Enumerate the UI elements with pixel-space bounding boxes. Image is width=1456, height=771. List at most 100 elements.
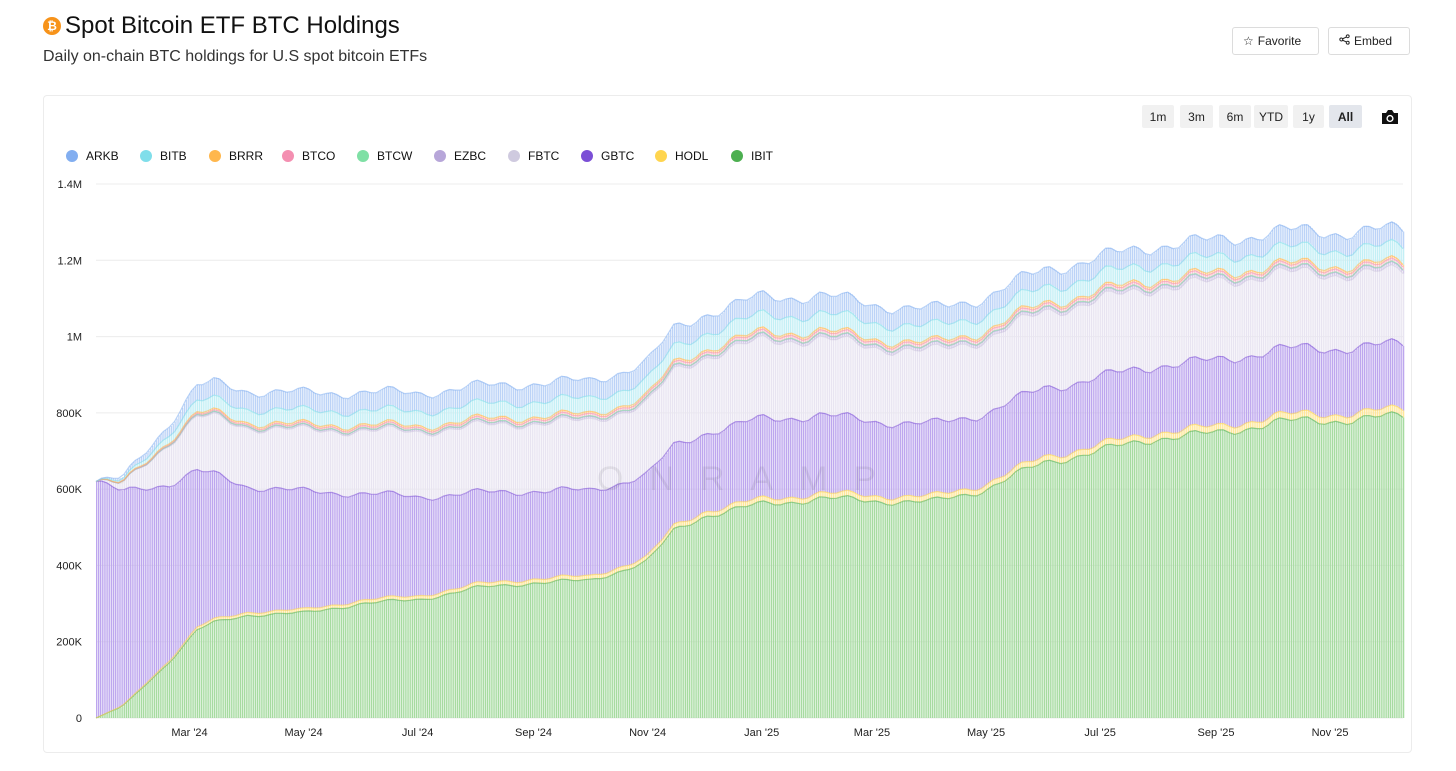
bar-segment-bitb (580, 398, 582, 414)
range-button-6m[interactable]: 6m (1219, 105, 1251, 128)
favorite-button[interactable]: ☆ Favorite (1232, 27, 1319, 55)
bar-segment-arkb (664, 339, 666, 359)
range-button-ytd[interactable]: YTD (1254, 105, 1288, 128)
bar-segment-fbtc (486, 424, 489, 492)
bar-segment-hodl (527, 580, 530, 585)
legend-item-hodl[interactable]: HODL (655, 148, 708, 164)
bar-segment-gbtc (251, 488, 253, 613)
bar-segment-fbtc (918, 351, 920, 425)
bar-segment-ezbc (258, 431, 260, 434)
bar-segment-fbtc (238, 426, 240, 485)
bar-segment-fbtc (137, 468, 139, 488)
bar-segment-ibit (511, 585, 513, 718)
bar-segment-ezbc (570, 417, 573, 420)
bar-segment-arkb (585, 377, 588, 397)
bar-segment-brrr (711, 350, 713, 353)
bar-segment-ibit (670, 533, 672, 718)
bar-segment-bitb (694, 342, 696, 359)
legend-item-brrr[interactable]: BRRR (209, 148, 263, 164)
bar-segment-gbtc (978, 420, 980, 490)
bar-segment-arkb (759, 290, 762, 310)
bar-segment-arkb (681, 323, 683, 343)
bar-segment-btco (413, 427, 416, 429)
bar-segment-arkb (913, 307, 915, 326)
bar-segment-ibit (565, 579, 567, 718)
bar-segment-ibit (297, 611, 300, 718)
bar-segment-bitb (1000, 308, 1003, 325)
bar-segment-hodl (1000, 477, 1003, 483)
bar-segment-gbtc (468, 491, 470, 586)
bar-segment-arkb (954, 305, 956, 323)
legend-item-ezbc[interactable]: EZBC (434, 148, 486, 164)
bar-segment-btco (582, 414, 584, 418)
bar-segment-fbtc (541, 424, 543, 493)
bar-segment-ibit (617, 572, 619, 718)
bar-segment-hodl (389, 595, 391, 600)
bar-segment-ezbc (705, 355, 707, 358)
bar-segment-ezbc (714, 356, 717, 359)
bar-segment-brrr (972, 339, 975, 342)
legend-item-arkb[interactable]: ARKB (66, 148, 119, 164)
bar-segment-ibit (840, 497, 842, 718)
bar-segment-arkb (888, 313, 891, 331)
range-button-all[interactable]: All (1329, 105, 1362, 128)
embed-label: Embed (1354, 34, 1393, 48)
bar-segment-gbtc (241, 485, 244, 614)
legend-item-btco[interactable]: BTCO (282, 148, 335, 164)
bar-segment-ibit (804, 504, 806, 718)
bar-segment-bitb (256, 414, 259, 428)
embed-button[interactable]: Embed (1328, 27, 1410, 55)
bar-segment-fbtc (477, 420, 479, 489)
legend-item-ibit[interactable]: IBIT (731, 148, 773, 164)
bar-segment-hodl (851, 491, 853, 497)
bar-segment-bitb (546, 403, 548, 419)
range-button-1y[interactable]: 1y (1293, 105, 1324, 128)
bar-segment-ibit (881, 502, 883, 718)
legend-item-fbtc[interactable]: FBTC (508, 148, 559, 164)
bar-segment-btco (746, 337, 748, 341)
bar-segment-btco (819, 329, 821, 333)
bar-segment-fbtc (903, 348, 906, 423)
bar-segment-ibit (724, 513, 726, 718)
bar-segment-fbtc (120, 483, 122, 491)
camera-icon[interactable] (1379, 107, 1401, 127)
bar-segment-brrr (772, 334, 775, 337)
range-button-1m[interactable]: 1m (1142, 105, 1174, 128)
bar-segment-gbtc (413, 496, 416, 597)
bar-segment-bitb (129, 470, 131, 473)
bar-segment-bitb (943, 322, 945, 339)
bar-segment-btco (643, 396, 646, 399)
bar-segment-hodl (294, 609, 296, 613)
bar-segment-fbtc (965, 344, 967, 418)
bar-segment-ibit (896, 504, 898, 718)
bar-segment-gbtc (757, 415, 760, 497)
bar-segment-btco (828, 332, 831, 336)
legend-item-btcw[interactable]: BTCW (357, 148, 412, 164)
bar-segment-bitb (591, 395, 593, 412)
bar-segment-ibit (849, 495, 851, 718)
bar-segment-hodl (1019, 463, 1021, 469)
bar-segment-bitb (494, 403, 496, 419)
bar-segment-brrr (516, 422, 518, 425)
bar-segment-ibit (993, 485, 995, 718)
bar-segment-fbtc (705, 357, 707, 434)
bar-segment-hodl (337, 604, 339, 609)
bar-segment-arkb (655, 349, 657, 368)
bar-segment-ezbc (756, 335, 758, 338)
bar-segment-ibit (890, 505, 892, 718)
bar-segment-hodl (746, 501, 748, 507)
bar-segment-gbtc (1017, 393, 1020, 465)
bar-segment-ibit (397, 599, 399, 718)
bar-segment-ibit (707, 516, 709, 718)
bar-segment-gbtc (653, 465, 655, 549)
legend-item-gbtc[interactable]: GBTC (581, 148, 634, 164)
bar-segment-btco (860, 340, 863, 344)
bar-segment-ibit (204, 626, 206, 718)
bar-segment-ibit (761, 500, 763, 718)
legend-item-bitb[interactable]: BITB (140, 148, 187, 164)
bar-segment-arkb (735, 299, 737, 319)
bar-segment-fbtc (174, 442, 176, 486)
bar-segment-ezbc (600, 419, 603, 422)
range-button-3m[interactable]: 3m (1180, 105, 1213, 128)
bar-segment-fbtc (806, 345, 808, 422)
